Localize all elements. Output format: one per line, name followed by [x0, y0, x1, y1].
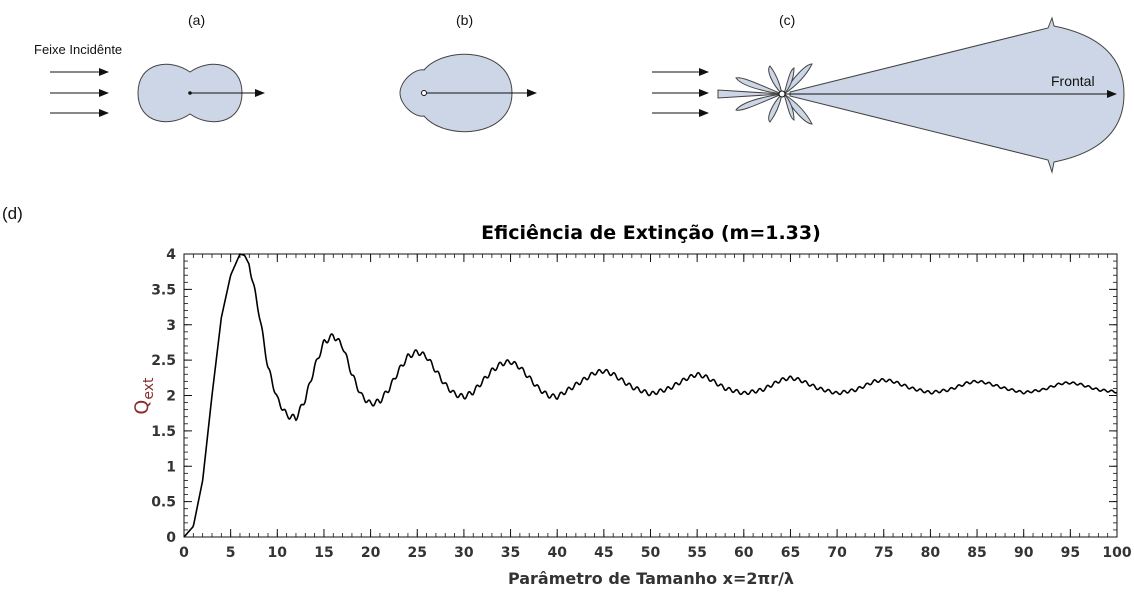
x-tick-label: 10: [268, 545, 288, 561]
x-tick-label: 40: [547, 545, 567, 561]
forward-label: Frontal: [1051, 73, 1095, 89]
side-lobe: [768, 92, 783, 123]
y-tick-label: 3: [166, 318, 176, 334]
x-tick-label: 50: [641, 545, 661, 561]
x-tick-label: 45: [594, 545, 613, 561]
panel-c-label: (c): [779, 12, 795, 28]
back-lobe: [717, 89, 783, 99]
x-tick-label: 35: [501, 545, 520, 561]
particle-dot: [421, 90, 427, 96]
particle-dot: [778, 90, 786, 98]
incident-beam-label: Feixe Incidênte: [34, 42, 122, 57]
x-tick-label: 30: [454, 545, 474, 561]
y-tick-label: 0: [166, 530, 176, 546]
panel-d-label: (d): [2, 204, 23, 223]
y-tick-label: 3.5: [151, 282, 176, 298]
y-axis-label-sub: ext: [141, 377, 157, 400]
y-tick-label: 1.5: [151, 424, 176, 440]
panel-b: (b): [399, 12, 537, 133]
y-tick-label: 2: [166, 389, 176, 405]
panel-a: (a) Feixe Incidênte: [34, 12, 265, 123]
forward-scattering-lobe: [789, 16, 1125, 174]
plot-frame: [183, 253, 1118, 538]
x-tick-label: 100: [1102, 545, 1131, 561]
x-tick-label: 5: [226, 545, 236, 561]
x-tick-labels: 0 5 10 15 20 25 30 35 40 45 50 55 60 65 70 75 80 85 90 95 10…: [179, 545, 1132, 561]
x-tick-label: 0: [179, 545, 189, 561]
y-axis-label: Qext: [131, 377, 157, 415]
y-tick-label: 1: [166, 459, 176, 475]
extinction-chart: Eficiência de Extinção (m=1.33) 0 5 10 15 20…: [131, 222, 1132, 588]
x-tick-label: 25: [408, 545, 427, 561]
x-tick-label: 75: [874, 545, 893, 561]
x-tick-label: 70: [827, 545, 847, 561]
y-tick-labels: 0 0.5 1 1.5 2 2.5 3 3.5 4: [151, 247, 176, 546]
y-axis-label-main: Q: [131, 400, 153, 415]
side-lobe: [782, 67, 795, 96]
x-tick-label: 85: [967, 545, 986, 561]
chart-title: Eficiência de Extinção (m=1.33): [481, 222, 821, 244]
panel-c: (c) Frontal: [652, 12, 1125, 174]
side-lobe: [768, 65, 783, 96]
y-tick-label: 2.5: [151, 353, 176, 369]
minor-ticks: [183, 253, 1118, 538]
x-tick-label: 80: [921, 545, 941, 561]
y-tick-label: 4: [166, 247, 176, 263]
side-lobe: [735, 77, 783, 95]
x-tick-label: 60: [734, 545, 754, 561]
y-tick-label: 0.5: [151, 495, 176, 511]
x-tick-label: 15: [314, 545, 333, 561]
x-axis-label: Parâmetro de Tamanho x=2πr/λ: [508, 569, 794, 588]
panel-a-label: (a): [188, 12, 205, 28]
x-tick-label: 90: [1014, 545, 1034, 561]
series-line-qext: [183, 253, 1118, 538]
x-tick-label: 65: [781, 545, 800, 561]
x-tick-label: 55: [687, 545, 706, 561]
x-tick-label: 95: [1061, 545, 1080, 561]
side-lobe: [782, 92, 795, 121]
panel-b-label: (b): [456, 12, 473, 28]
side-lobe: [735, 93, 783, 111]
x-tick-label: 20: [361, 545, 381, 561]
